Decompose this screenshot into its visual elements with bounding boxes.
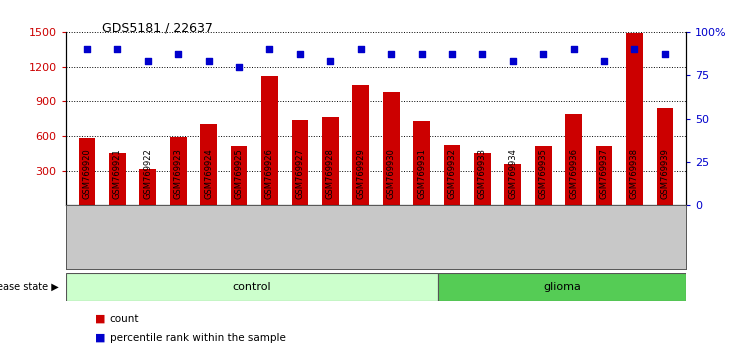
Point: [264, 46, 275, 52]
Bar: [383, 92, 399, 205]
Point: [112, 46, 123, 52]
Point: [598, 58, 610, 64]
Bar: [170, 137, 187, 205]
Bar: [565, 114, 582, 205]
Bar: [109, 153, 126, 205]
Point: [294, 52, 306, 57]
Point: [659, 52, 671, 57]
Bar: [504, 164, 521, 205]
Bar: [444, 145, 461, 205]
Bar: [291, 120, 308, 205]
Bar: [353, 85, 369, 205]
Bar: [322, 118, 339, 205]
Point: [629, 46, 640, 52]
Point: [81, 46, 93, 52]
Bar: [535, 146, 552, 205]
Text: glioma: glioma: [543, 282, 581, 292]
Text: GDS5181 / 22637: GDS5181 / 22637: [102, 21, 213, 34]
Bar: [626, 33, 643, 205]
Bar: [596, 146, 612, 205]
Text: count: count: [110, 314, 139, 324]
Bar: [261, 76, 278, 205]
Text: ■: ■: [95, 314, 105, 324]
Point: [234, 64, 245, 69]
Bar: [656, 108, 673, 205]
Text: percentile rank within the sample: percentile rank within the sample: [110, 333, 285, 343]
Bar: [474, 153, 491, 205]
Bar: [200, 124, 217, 205]
Point: [203, 58, 215, 64]
Bar: [231, 146, 247, 205]
Point: [446, 52, 458, 57]
Point: [324, 58, 336, 64]
Point: [537, 52, 549, 57]
Text: ■: ■: [95, 333, 105, 343]
Bar: [66, 273, 438, 301]
Point: [416, 52, 428, 57]
Point: [385, 52, 397, 57]
Bar: [413, 121, 430, 205]
Bar: [139, 170, 156, 205]
Text: disease state ▶: disease state ▶: [0, 282, 58, 292]
Point: [355, 46, 366, 52]
Bar: [79, 138, 96, 205]
Point: [507, 58, 518, 64]
Point: [142, 58, 153, 64]
Point: [477, 52, 488, 57]
Bar: [438, 273, 686, 301]
Point: [568, 46, 580, 52]
Text: control: control: [233, 282, 271, 292]
Point: [172, 52, 184, 57]
